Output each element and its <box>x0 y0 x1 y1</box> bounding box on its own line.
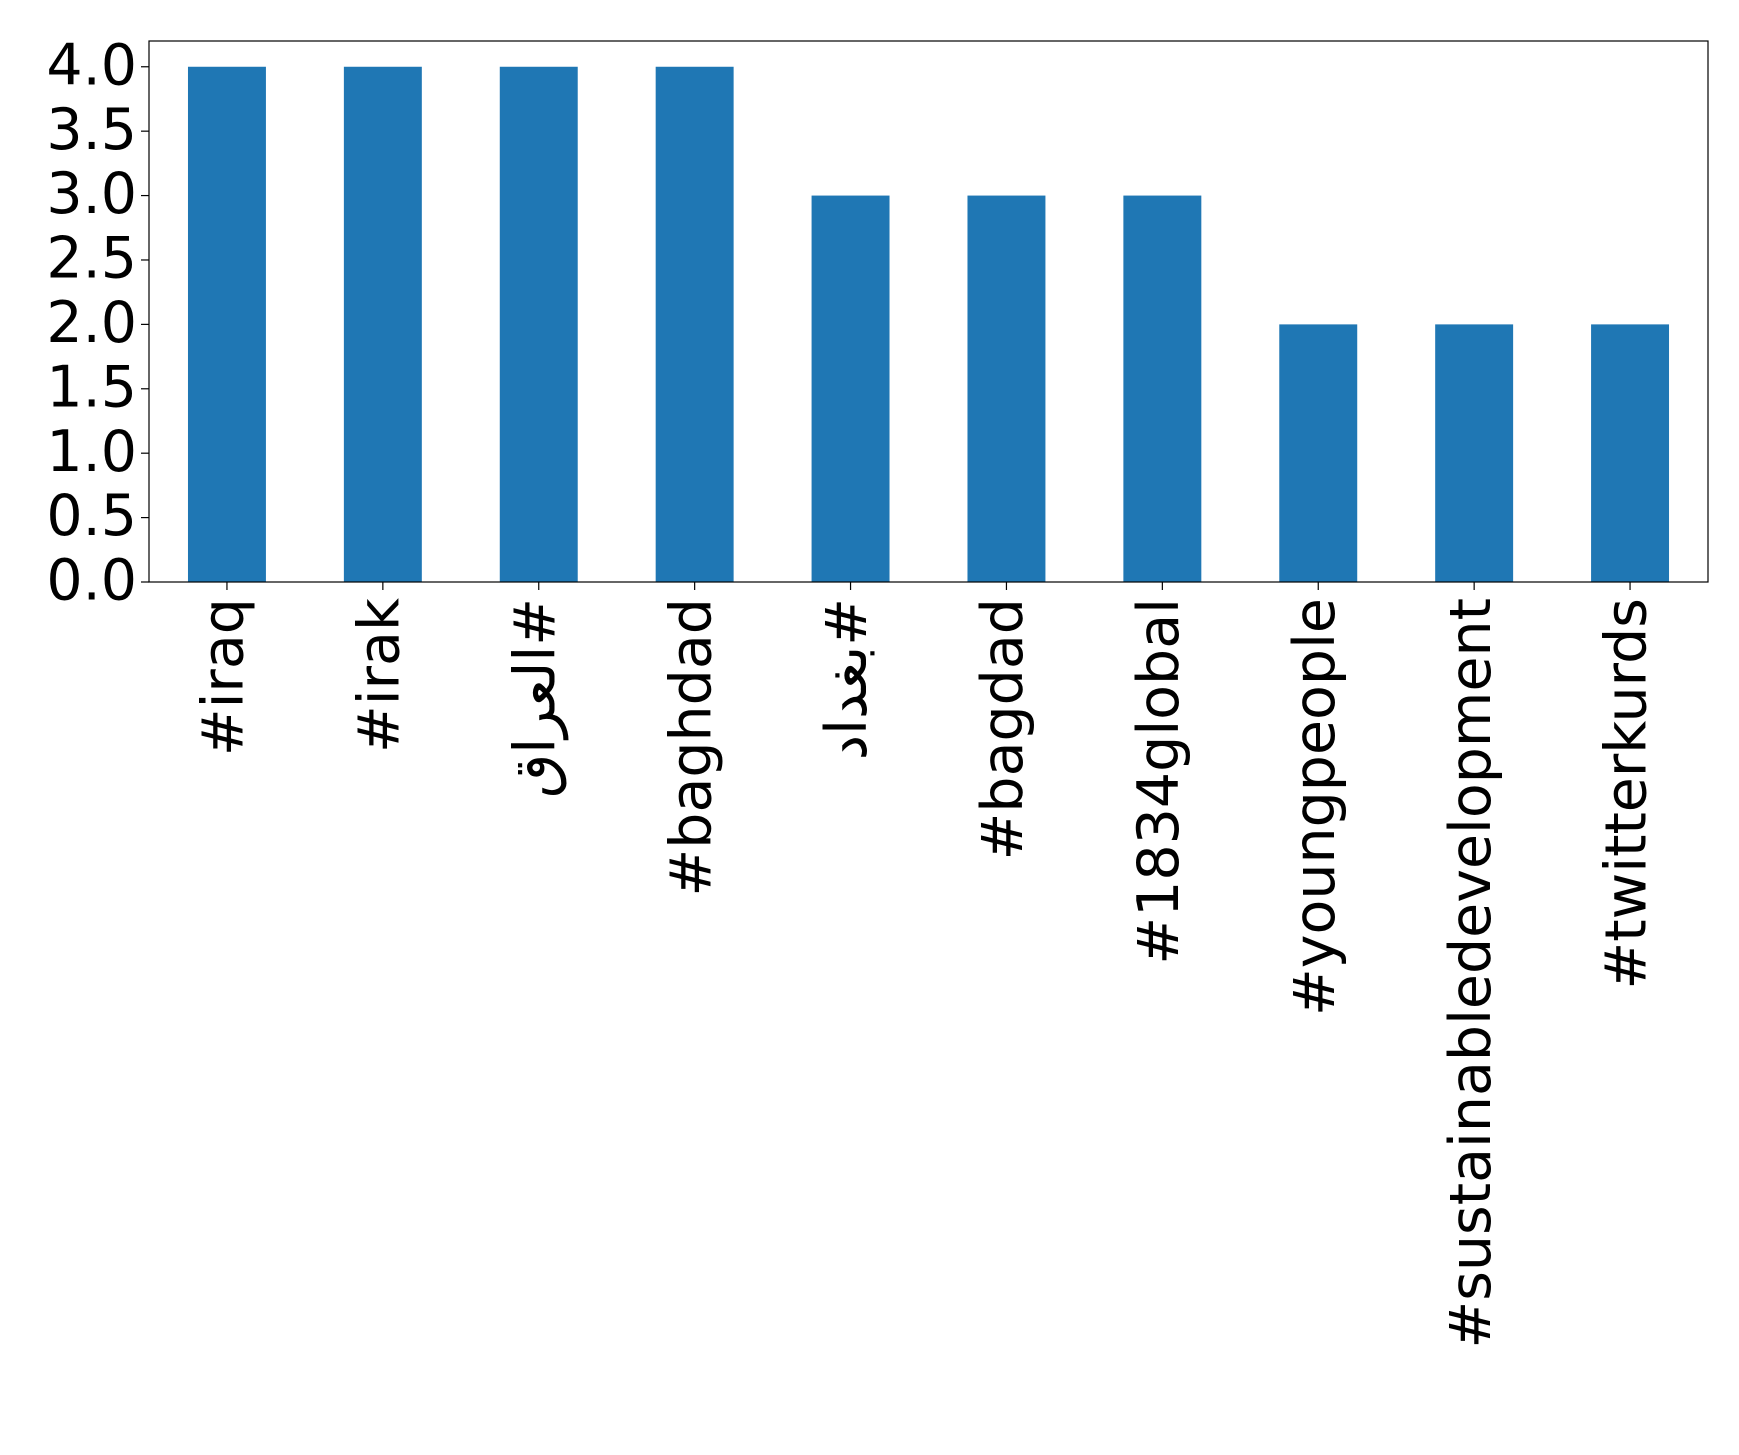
x-tick-label: #1834global <box>1126 598 1192 965</box>
plot-frame <box>148 40 1709 583</box>
bar <box>1123 195 1202 583</box>
y-tick-label: 3.5 <box>46 97 137 163</box>
bar <box>1279 324 1358 582</box>
bar <box>499 66 578 582</box>
x-tick-label: #youngpeople <box>1282 598 1348 1016</box>
x-tick-label: #iraq <box>191 598 257 756</box>
bar <box>655 66 734 582</box>
y-tick-label: 0.0 <box>46 548 137 614</box>
bar <box>1435 324 1514 582</box>
x-tick-label: #sustainabledevelopment <box>1438 598 1504 1349</box>
bar <box>811 195 890 583</box>
x-tick-label: #bagdad <box>970 598 1036 860</box>
y-tick-label: 4.0 <box>46 32 137 98</box>
bar <box>187 66 266 582</box>
x-tick-label: #بغداد <box>814 598 880 760</box>
y-tick-label: 2.0 <box>46 290 137 356</box>
y-tick-label: 2.5 <box>46 226 137 292</box>
x-tick-label: #العراق <box>502 598 568 798</box>
bar <box>343 66 422 582</box>
x-tick-label: #baghdad <box>658 598 724 896</box>
x-tick-label: #irak <box>346 598 412 753</box>
y-tick-label: 1.5 <box>46 354 137 420</box>
x-tick-label: #twitterkurds <box>1594 598 1660 989</box>
y-tick-label: 1.0 <box>46 419 137 485</box>
y-tick-label: 3.0 <box>46 161 137 227</box>
bar <box>967 195 1046 583</box>
y-tick-label: 0.5 <box>46 483 137 549</box>
bar <box>1591 324 1670 582</box>
